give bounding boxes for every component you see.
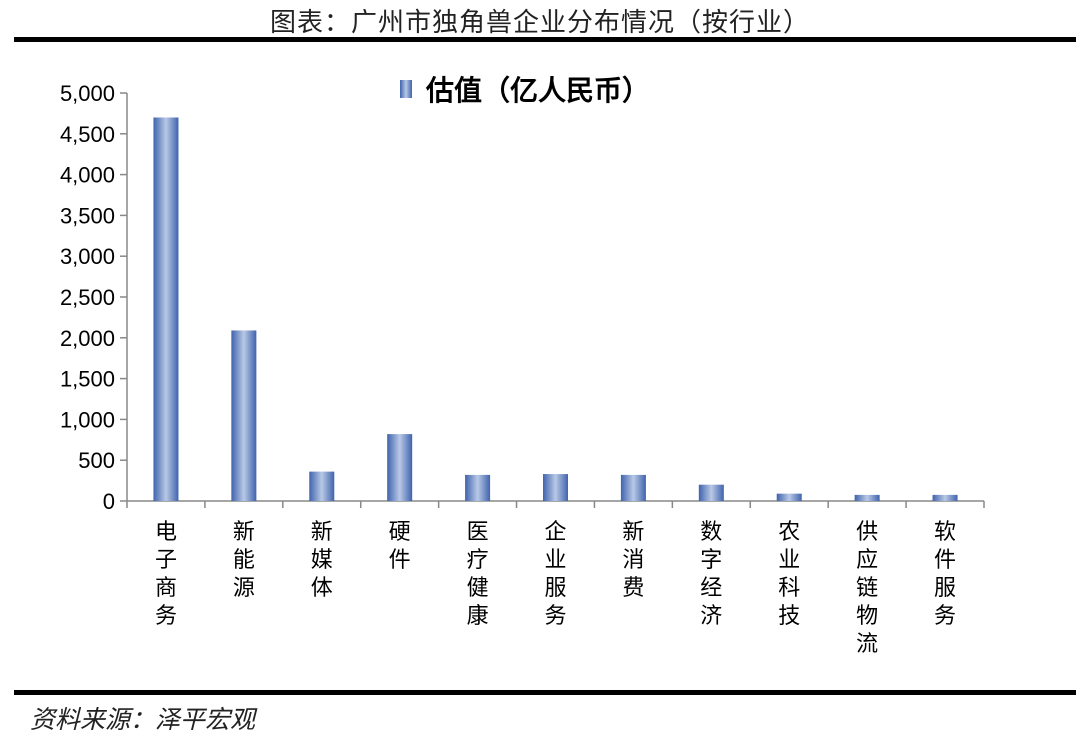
y-tick-label: 500 bbox=[78, 448, 115, 473]
bar bbox=[153, 117, 179, 501]
bar bbox=[309, 471, 335, 501]
y-tick-label: 2,500 bbox=[60, 285, 115, 310]
bar bbox=[465, 474, 491, 501]
bar bbox=[620, 474, 646, 501]
bar bbox=[543, 474, 568, 501]
bottom-rule bbox=[14, 690, 1076, 695]
x-category-label: 硬件 bbox=[389, 520, 411, 573]
legend-label: 估值（亿人民币） bbox=[425, 74, 650, 107]
top-rule bbox=[14, 37, 1076, 42]
y-axis: 0 500 1,000 1,500 2,000 2,500 3,000 3,500 4,000 4… bbox=[60, 81, 128, 514]
y-tick-label: 3,500 bbox=[60, 203, 115, 228]
bar bbox=[854, 494, 880, 501]
bar bbox=[776, 493, 802, 501]
bar bbox=[387, 434, 413, 501]
x-category-label: 电子商务 bbox=[155, 520, 177, 629]
figure-title: 图表：广州市独角兽企业分布情况（按行业） bbox=[269, 8, 810, 38]
y-tick-label: 4,500 bbox=[60, 122, 115, 147]
bar bbox=[698, 484, 724, 501]
bar-chart: 估值（亿人民币） 0 500 1,000 1,500 2,000 2,500 3,000 3,… bbox=[60, 74, 985, 657]
x-category-label: 软件服务 bbox=[934, 520, 956, 629]
bar bbox=[231, 330, 257, 501]
y-tick-label: 4,000 bbox=[60, 163, 115, 188]
x-category-label: 企业服务 bbox=[544, 520, 566, 629]
bar bbox=[932, 494, 958, 501]
x-axis: 电子商务 新能源 新媒体 硬件 医疗健康 企业服务 新消费 数字经济 农业科技 供应链物流 软件服务 bbox=[126, 500, 985, 657]
y-tick-label: 1,500 bbox=[60, 367, 115, 392]
y-tick-label: 0 bbox=[103, 489, 115, 514]
x-category-label: 农业科技 bbox=[778, 520, 800, 629]
x-category-label: 医疗健康 bbox=[467, 520, 489, 629]
y-tick-label: 5,000 bbox=[60, 81, 115, 106]
bar-series bbox=[153, 117, 958, 501]
x-category-label: 供应链物流 bbox=[856, 520, 878, 657]
y-tick-label: 2,000 bbox=[60, 326, 115, 351]
y-tick-label: 1,000 bbox=[60, 407, 115, 432]
legend-swatch bbox=[400, 80, 412, 98]
x-category-label: 新媒体 bbox=[311, 520, 333, 601]
y-tick-label: 3,000 bbox=[60, 244, 115, 269]
source-note: 资料来源：泽平宏观 bbox=[30, 705, 256, 734]
chart-legend: 估值（亿人民币） bbox=[400, 74, 650, 107]
x-category-label: 数字经济 bbox=[700, 520, 722, 629]
x-category-label: 新消费 bbox=[622, 520, 644, 601]
x-category-label: 新能源 bbox=[233, 520, 255, 601]
